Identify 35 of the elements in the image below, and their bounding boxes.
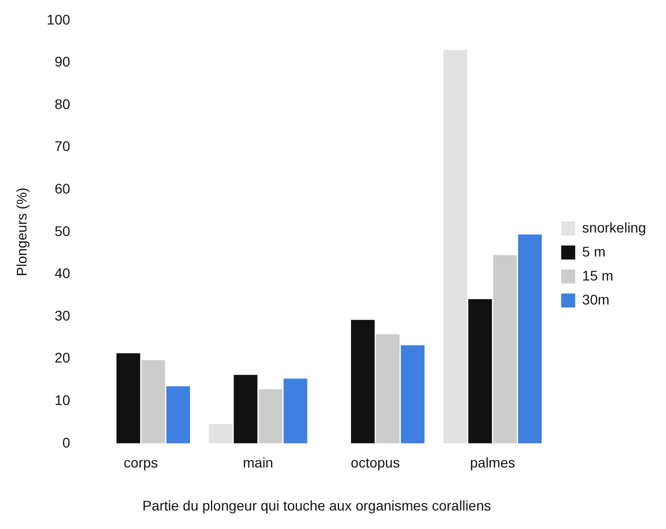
x-tick-label: palmes (470, 454, 516, 471)
bar (258, 389, 282, 444)
x-axis-title: Partie du plongeur qui touche aux organismes coralliens (142, 497, 491, 514)
legend-label: 15 m (582, 267, 614, 284)
y-tick-label: 80 (54, 96, 70, 112)
legend-label: 30m (582, 291, 610, 308)
bar (468, 299, 492, 444)
bar (400, 345, 425, 444)
bar (208, 424, 233, 444)
y-tick-label: 90 (54, 54, 70, 70)
y-tick-label: 0 (62, 434, 70, 450)
bar (493, 255, 517, 444)
y-tick-label: 60 (54, 180, 70, 196)
bar (351, 320, 375, 444)
x-tick-label: octopus (350, 454, 400, 471)
bar (443, 50, 468, 444)
bar (141, 360, 166, 444)
y-tick-label: 50 (54, 222, 70, 239)
y-tick-label: 30 (54, 307, 70, 324)
x-tick-label: main (242, 454, 274, 471)
legend-label: snorkeling (582, 219, 646, 236)
y-tick-label: 100 (46, 11, 70, 28)
legend-label: 5 m (582, 243, 606, 260)
y-axis-title: Plongeurs (%) (13, 188, 30, 276)
bar (376, 334, 400, 444)
bar (234, 374, 258, 444)
x-tick-label: corps (124, 454, 158, 471)
bar (116, 353, 140, 444)
y-tick-label: 10 (54, 392, 70, 408)
bar (518, 234, 542, 444)
y-tick-label: 40 (54, 265, 70, 282)
bar (166, 386, 190, 444)
y-tick-label: 20 (54, 350, 70, 366)
y-tick-label: 70 (54, 138, 70, 154)
bar (284, 378, 308, 444)
